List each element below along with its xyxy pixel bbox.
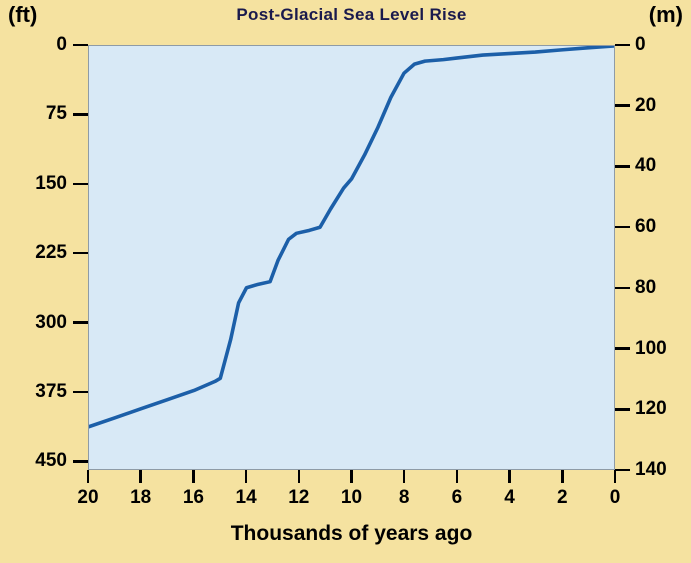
right-tick-label: 100 bbox=[635, 337, 667, 359]
bottom-tick-label: 2 bbox=[557, 487, 568, 508]
right-tick-label: 80 bbox=[635, 276, 657, 298]
left-tick-mark bbox=[73, 390, 88, 394]
bottom-tick-mark bbox=[244, 470, 248, 483]
sea-level-curve bbox=[89, 46, 614, 429]
left-tick-mark bbox=[73, 321, 88, 324]
left-tick-mark bbox=[73, 113, 88, 116]
right-tick-mark bbox=[615, 468, 630, 472]
left-tick-mark bbox=[73, 43, 88, 47]
bottom-tick-mark bbox=[508, 470, 511, 483]
bottom-tick-mark bbox=[86, 470, 90, 483]
left-tick-label: 225 bbox=[35, 242, 67, 264]
bottom-tick-mark bbox=[455, 470, 459, 483]
bottom-tick-mark bbox=[402, 470, 406, 483]
bottom-tick-mark bbox=[561, 470, 564, 483]
bottom-tick-label: 6 bbox=[451, 487, 463, 508]
bottom-tick-label: 20 bbox=[77, 487, 99, 508]
right-tick-mark bbox=[615, 43, 630, 47]
chart-title: Post-Glacial Sea Level Rise bbox=[236, 5, 467, 24]
bottom-tick-mark bbox=[192, 470, 195, 483]
right-tick-label: 0 bbox=[635, 34, 646, 55]
left-tick-label: 375 bbox=[35, 380, 67, 402]
bottom-tick-label: 12 bbox=[288, 487, 310, 508]
left-tick-mark bbox=[73, 460, 88, 463]
sea-level-curve-svg bbox=[89, 46, 614, 429]
right-tick-mark bbox=[615, 104, 630, 107]
right-tick-mark bbox=[615, 408, 630, 411]
left-axis-unit-ft: (ft) bbox=[8, 2, 38, 27]
left-tick-mark bbox=[73, 251, 88, 255]
right-tick-label: 60 bbox=[635, 216, 657, 238]
right-tick-mark bbox=[615, 165, 630, 168]
bottom-tick-label: 0 bbox=[609, 487, 621, 508]
right-tick-mark bbox=[615, 286, 630, 290]
bottom-tick-mark bbox=[613, 470, 617, 483]
left-tick-label: 0 bbox=[56, 34, 67, 55]
bottom-tick-label: 16 bbox=[182, 487, 204, 508]
bottom-tick-mark bbox=[139, 470, 142, 483]
right-axis-unit-m: (m) bbox=[648, 2, 683, 27]
left-tick-label: 75 bbox=[45, 103, 67, 125]
right-tick-label: 40 bbox=[635, 155, 657, 177]
right-tick-mark bbox=[615, 347, 630, 350]
left-tick-label: 150 bbox=[35, 172, 67, 194]
right-tick-label: 140 bbox=[635, 459, 667, 480]
bottom-tick-label: 8 bbox=[398, 487, 410, 508]
right-tick-label: 120 bbox=[635, 398, 667, 420]
left-tick-mark bbox=[73, 182, 88, 186]
bottom-tick-mark bbox=[297, 470, 301, 483]
right-tick-label: 20 bbox=[635, 94, 657, 116]
right-tick-mark bbox=[615, 225, 630, 229]
bottom-tick-label: 14 bbox=[235, 487, 257, 508]
bottom-tick-label: 10 bbox=[340, 487, 363, 508]
left-tick-label: 300 bbox=[35, 311, 67, 333]
x-axis-label: Thousands of years ago bbox=[230, 522, 473, 545]
bottom-tick-mark bbox=[350, 470, 353, 483]
bottom-tick-label: 18 bbox=[130, 487, 152, 508]
plot-area bbox=[88, 45, 615, 470]
left-tick-label: 450 bbox=[35, 450, 67, 472]
bottom-tick-label: 4 bbox=[504, 487, 515, 508]
